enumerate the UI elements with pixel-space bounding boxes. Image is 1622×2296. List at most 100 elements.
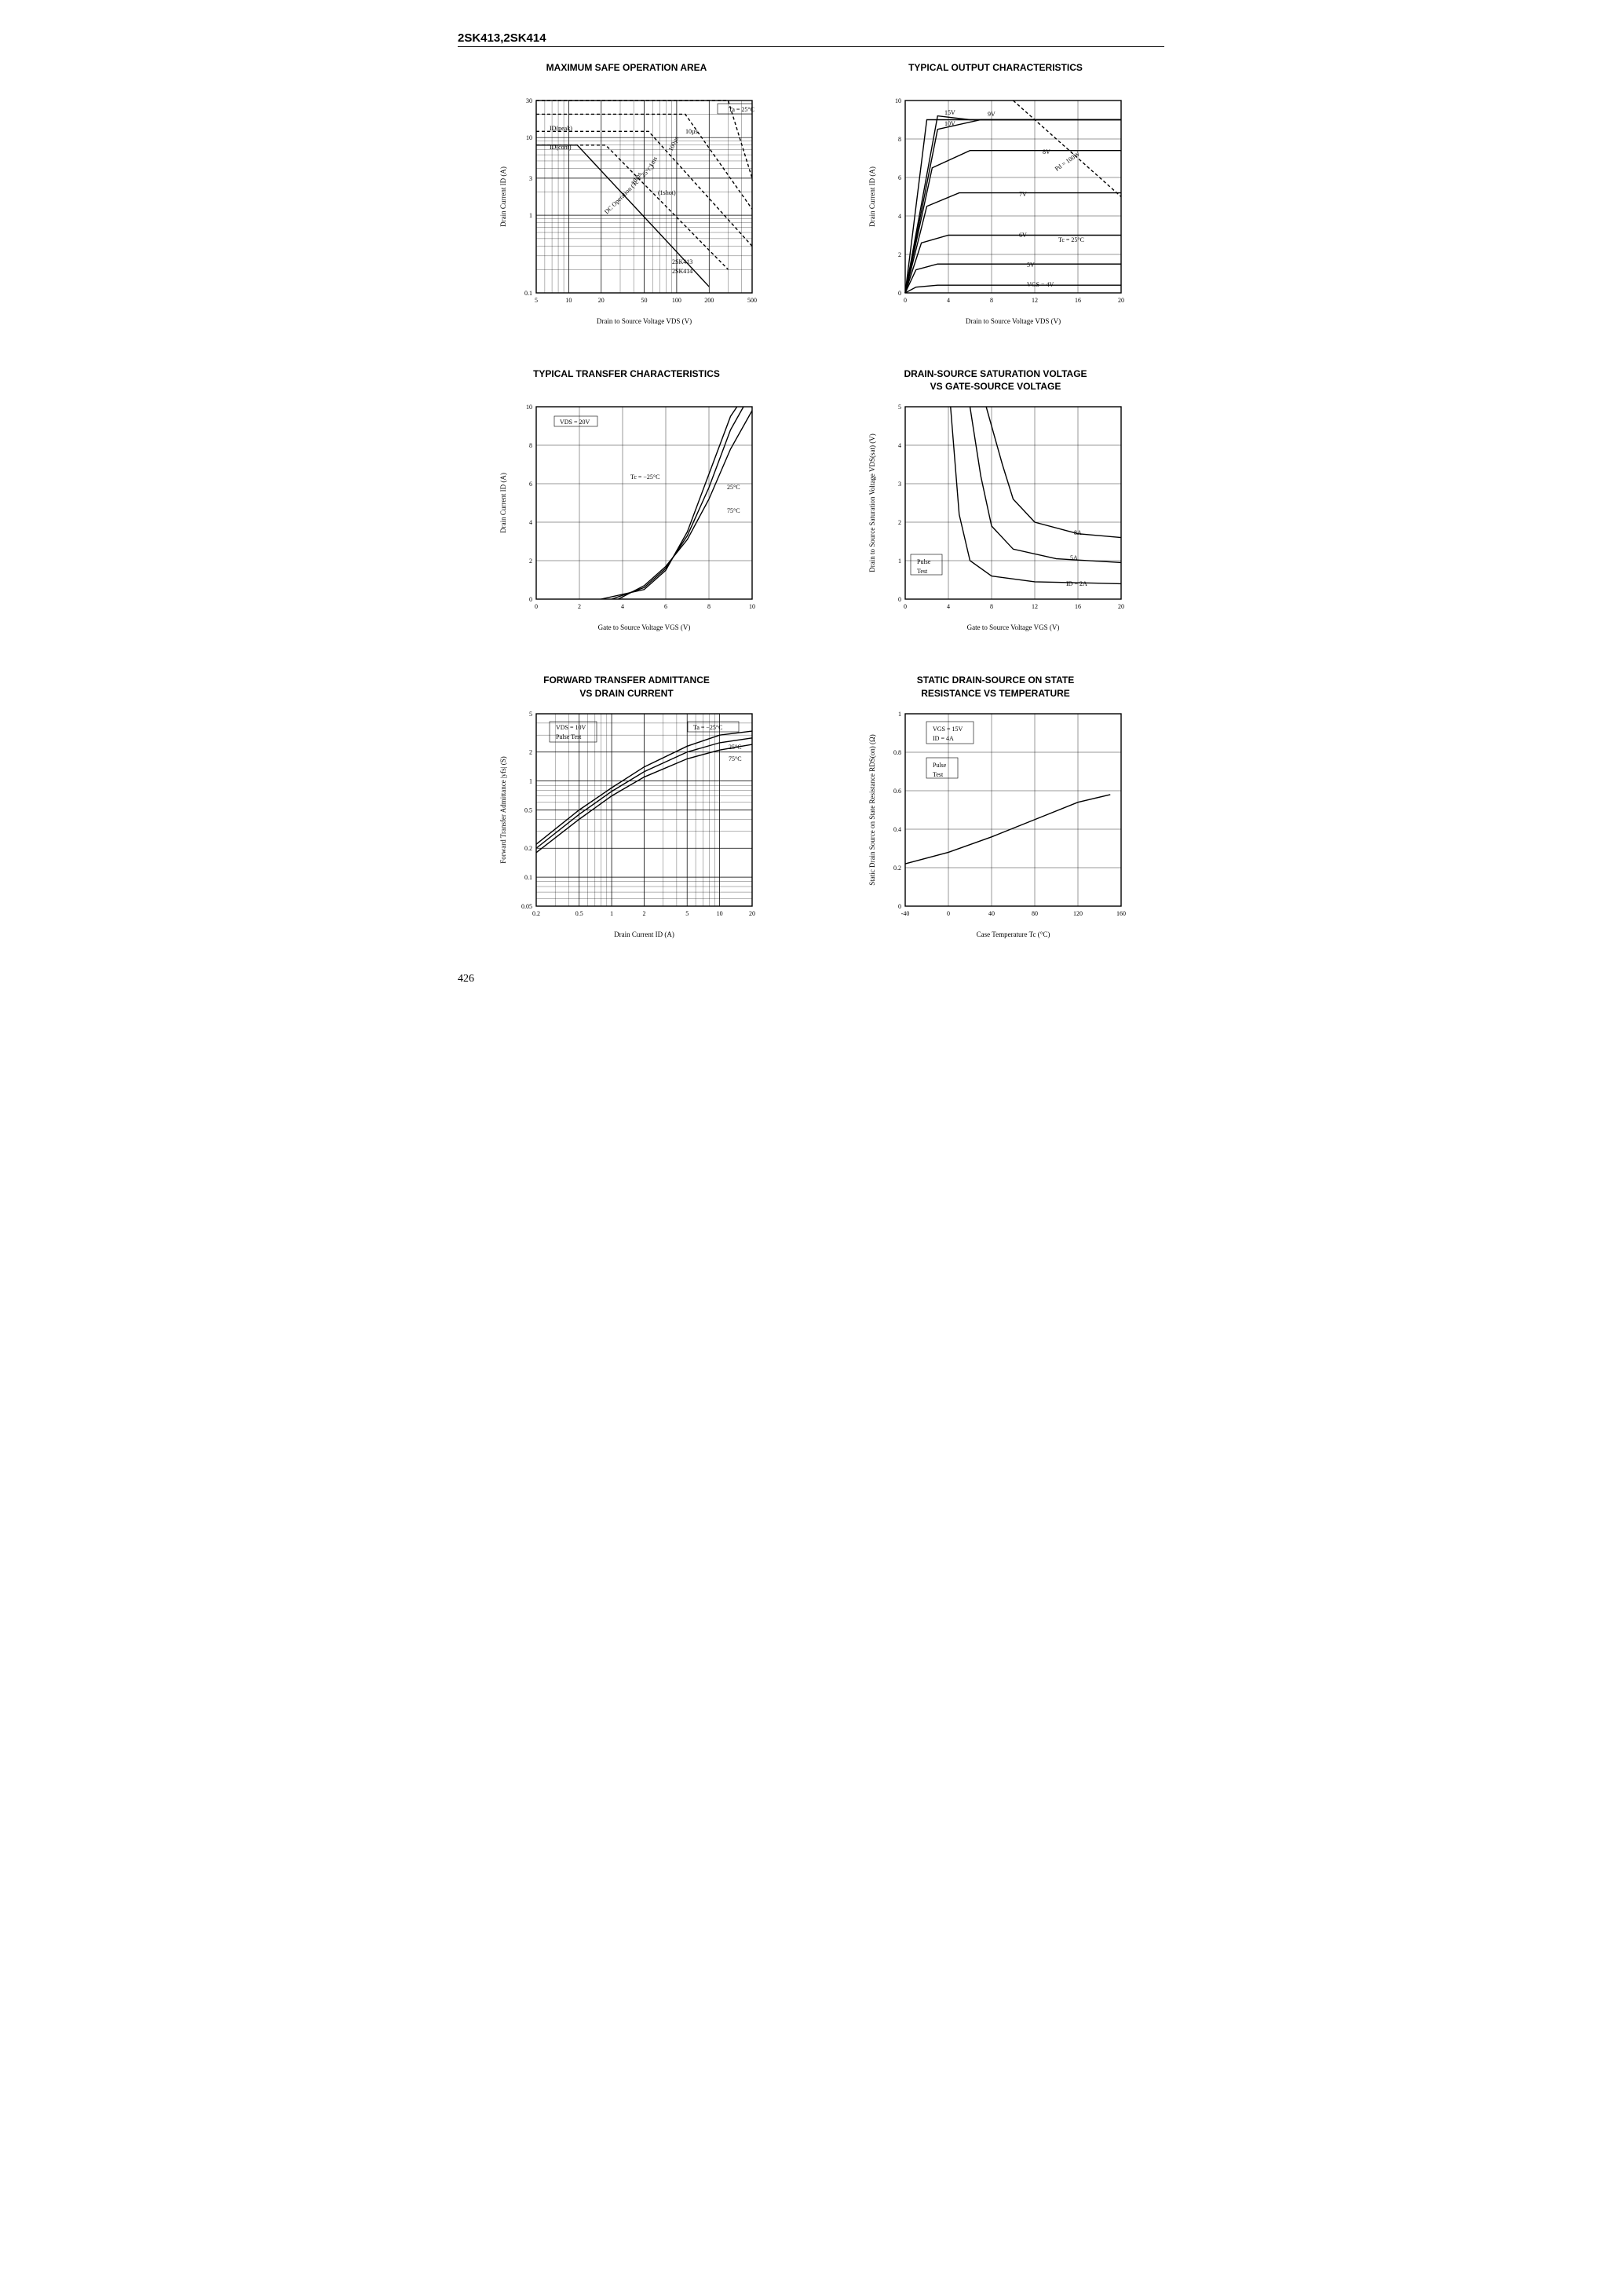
svg-text:12: 12 [1032, 297, 1038, 304]
svg-text:200: 200 [704, 297, 714, 304]
sat-title: DRAIN-SOURCE SATURATION VOLTAGEVS GATE-S… [904, 367, 1087, 393]
yfs-panel: FORWARD TRANSFER ADMITTANCEVS DRAIN CURR… [458, 674, 795, 941]
svg-text:Gate to Source Voltage VGS (V): Gate to Source Voltage VGS (V) [598, 623, 691, 631]
svg-text:5: 5 [535, 297, 538, 304]
svg-text:0.1: 0.1 [524, 290, 532, 297]
svg-text:Test: Test [933, 771, 944, 778]
svg-text:0.5: 0.5 [524, 806, 532, 813]
svg-text:1: 1 [529, 777, 532, 784]
svg-text:0.8: 0.8 [893, 749, 901, 756]
svg-text:50: 50 [641, 297, 648, 304]
svg-text:0: 0 [529, 596, 532, 603]
svg-text:Gate to Source Voltage VGS (V): Gate to Source Voltage VGS (V) [967, 623, 1060, 631]
rds-chart: -400408012016000.20.40.60.81Case Tempera… [862, 706, 1129, 941]
svg-text:1: 1 [898, 558, 901, 565]
svg-text:Pulse Test: Pulse Test [556, 733, 582, 740]
svg-text:10: 10 [565, 297, 572, 304]
svg-text:ID = 2A: ID = 2A [1066, 580, 1087, 587]
svg-text:0: 0 [898, 596, 901, 603]
svg-text:5: 5 [685, 910, 689, 917]
svg-text:6: 6 [664, 603, 667, 610]
svg-text:1: 1 [529, 212, 532, 219]
svg-text:0: 0 [904, 297, 907, 304]
svg-text:30: 30 [526, 97, 532, 104]
svg-text:0: 0 [904, 603, 907, 610]
svg-text:20: 20 [598, 297, 605, 304]
svg-text:8: 8 [529, 442, 532, 449]
svg-text:75°C: 75°C [727, 507, 740, 514]
svg-text:0: 0 [535, 603, 538, 610]
svg-text:8: 8 [707, 603, 711, 610]
svg-text:4: 4 [898, 213, 901, 220]
svg-text:10: 10 [717, 910, 723, 917]
svg-text:2: 2 [529, 748, 532, 755]
svg-text:6V: 6V [1019, 232, 1027, 239]
transfer-panel: TYPICAL TRANSFER CHARACTERISTICS 0246810… [458, 367, 795, 634]
svg-text:Test: Test [917, 568, 928, 575]
soa-chart: 51020501002005000.1131030Drain to Source… [493, 93, 760, 328]
svg-text:Drain Current ID (A): Drain Current ID (A) [868, 166, 876, 227]
output-chart: 0481216200246810Drain to Source Voltage … [862, 93, 1129, 328]
rds-panel: STATIC DRAIN-SOURCE ON STATERESISTANCE V… [827, 674, 1164, 941]
svg-text:2: 2 [898, 251, 901, 258]
svg-text:Drain Current ID (A): Drain Current ID (A) [499, 166, 507, 227]
svg-text:2SK413: 2SK413 [672, 258, 692, 265]
svg-text:2: 2 [643, 910, 646, 917]
soa-panel: MAXIMUM SAFE OPERATION AREA 510205010020… [458, 61, 795, 328]
svg-text:120: 120 [1073, 910, 1083, 917]
svg-text:4: 4 [947, 297, 950, 304]
svg-text:20: 20 [749, 910, 755, 917]
svg-text:20: 20 [1118, 603, 1124, 610]
svg-text:10: 10 [526, 404, 532, 411]
svg-text:0.1: 0.1 [524, 874, 532, 881]
svg-text:0.6: 0.6 [893, 788, 901, 795]
svg-text:Pd = 100W: Pd = 100W [1054, 150, 1081, 173]
sat-chart: 048121620012345Gate to Source Voltage VG… [862, 399, 1129, 634]
svg-text:VGS = 15V: VGS = 15V [933, 726, 963, 733]
sat-panel: DRAIN-SOURCE SATURATION VOLTAGEVS GATE-S… [827, 367, 1164, 634]
svg-text:20: 20 [1118, 297, 1124, 304]
svg-text:Drain Current ID (A): Drain Current ID (A) [614, 930, 674, 938]
page-number: 426 [458, 973, 1164, 985]
svg-text:16: 16 [1075, 603, 1081, 610]
svg-text:10: 10 [749, 603, 755, 610]
svg-text:0: 0 [898, 903, 901, 910]
svg-text:0.2: 0.2 [532, 910, 540, 917]
svg-text:Drain to Source Voltage VDS (V: Drain to Source Voltage VDS (V) [597, 317, 692, 325]
svg-text:8: 8 [990, 297, 993, 304]
output-panel: TYPICAL OUTPUT CHARACTERISTICS 048121620… [827, 61, 1164, 328]
soa-title: MAXIMUM SAFE OPERATION AREA [546, 61, 707, 86]
svg-text:6: 6 [898, 174, 901, 181]
svg-text:Tc = 25°C: Tc = 25°C [1058, 236, 1084, 243]
svg-text:0.2: 0.2 [893, 865, 901, 872]
svg-text:12: 12 [1032, 603, 1038, 610]
svg-text:Case Temperature Tc (°C): Case Temperature Tc (°C) [977, 930, 1050, 938]
page-header: 2SK413,2SK414 [458, 31, 1164, 47]
svg-text:VGS = 4V: VGS = 4V [1027, 281, 1054, 288]
svg-text:0.4: 0.4 [893, 826, 901, 833]
svg-text:ID(peak): ID(peak) [550, 125, 572, 132]
svg-text:80: 80 [1032, 910, 1038, 917]
svg-text:0: 0 [898, 290, 901, 297]
svg-text:15V: 15V [944, 109, 955, 116]
svg-text:Drain to Source Voltage VDS (V: Drain to Source Voltage VDS (V) [966, 317, 1061, 325]
svg-text:6: 6 [529, 481, 532, 488]
svg-text:1: 1 [610, 910, 613, 917]
svg-text:Static Drain Source on State R: Static Drain Source on State Resistance … [868, 734, 876, 885]
svg-text:16: 16 [1075, 297, 1081, 304]
svg-text:8: 8 [898, 136, 901, 143]
svg-text:DC Operation (Tc = 25°C): DC Operation (Tc = 25°C) [603, 163, 656, 215]
svg-text:2: 2 [529, 558, 532, 565]
yfs-title: FORWARD TRANSFER ADMITTANCEVS DRAIN CURR… [543, 674, 710, 699]
svg-text:Tc = −25°C: Tc = −25°C [630, 473, 659, 481]
svg-text:4: 4 [621, 603, 624, 610]
svg-text:40: 40 [988, 910, 995, 917]
svg-text:Ta = −25°C: Ta = −25°C [693, 724, 722, 731]
svg-text:10V: 10V [944, 120, 955, 127]
svg-text:8V: 8V [1043, 148, 1050, 155]
svg-text:0.5: 0.5 [575, 910, 583, 917]
yfs-chart: 0.20.512510200.050.10.20.5125Drain Curre… [493, 706, 760, 941]
svg-text:160: 160 [1116, 910, 1126, 917]
output-title: TYPICAL OUTPUT CHARACTERISTICS [908, 61, 1083, 86]
svg-text:4: 4 [947, 603, 950, 610]
